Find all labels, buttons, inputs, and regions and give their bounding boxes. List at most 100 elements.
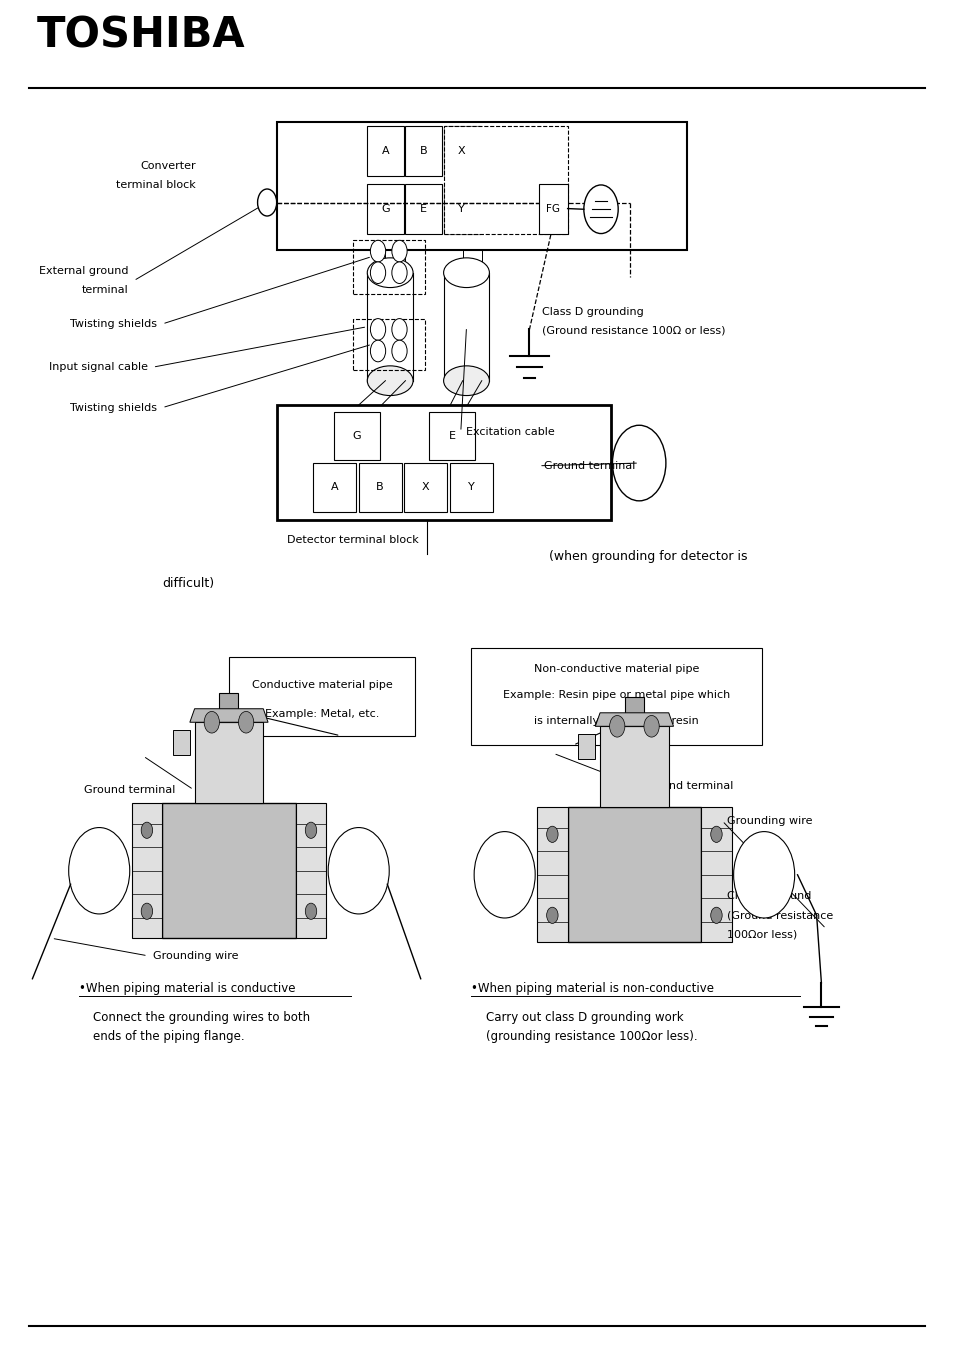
Text: Connect the grounding wires to both: Connect the grounding wires to both bbox=[93, 1011, 311, 1025]
Circle shape bbox=[710, 907, 721, 923]
Text: Input signal cable: Input signal cable bbox=[49, 362, 148, 373]
Text: Example: Metal, etc.: Example: Metal, etc. bbox=[265, 709, 378, 718]
Text: Ground terminal: Ground terminal bbox=[641, 780, 733, 791]
Circle shape bbox=[141, 903, 152, 919]
Text: Carry out class D grounding work: Carry out class D grounding work bbox=[485, 1011, 682, 1025]
Text: Y: Y bbox=[468, 482, 475, 493]
Circle shape bbox=[392, 240, 407, 262]
Text: (Ground resistance: (Ground resistance bbox=[726, 910, 832, 921]
Text: X: X bbox=[422, 482, 429, 493]
Circle shape bbox=[257, 189, 276, 216]
Bar bbox=[538, 184, 567, 234]
Text: Class D ground: Class D ground bbox=[726, 891, 810, 902]
Text: (when grounding for detector is: (when grounding for detector is bbox=[548, 549, 746, 563]
Text: G: G bbox=[352, 431, 361, 441]
Text: •When piping material is non-conductive: •When piping material is non-conductive bbox=[471, 981, 714, 995]
Text: Converter: Converter bbox=[140, 161, 195, 171]
Text: 100Ωor less): 100Ωor less) bbox=[726, 929, 797, 940]
Text: Twisting shields: Twisting shields bbox=[71, 402, 157, 413]
Text: Non-conductive material pipe: Non-conductive material pipe bbox=[534, 664, 699, 675]
Text: is internally coated with resin: is internally coated with resin bbox=[534, 716, 699, 726]
Circle shape bbox=[612, 425, 665, 501]
Bar bbox=[353, 319, 424, 370]
Circle shape bbox=[305, 903, 316, 919]
Circle shape bbox=[141, 822, 152, 838]
Text: G: G bbox=[380, 204, 390, 213]
Bar bbox=[624, 697, 643, 726]
Circle shape bbox=[238, 711, 253, 733]
Text: •When piping material is conductive: •When piping material is conductive bbox=[79, 981, 295, 995]
Text: E: E bbox=[419, 204, 427, 213]
Circle shape bbox=[204, 711, 219, 733]
Text: difficult): difficult) bbox=[162, 576, 214, 590]
Text: Y: Y bbox=[457, 204, 465, 213]
Circle shape bbox=[546, 826, 558, 842]
Circle shape bbox=[474, 832, 535, 918]
Bar bbox=[219, 693, 238, 722]
Bar bbox=[229, 657, 415, 736]
Text: External ground: External ground bbox=[39, 266, 129, 277]
Bar bbox=[405, 126, 441, 176]
Bar bbox=[405, 184, 441, 234]
Circle shape bbox=[370, 319, 385, 340]
Text: ends of the piping flange.: ends of the piping flange. bbox=[93, 1030, 245, 1044]
Bar bbox=[295, 803, 326, 938]
Text: Ground terminal: Ground terminal bbox=[84, 784, 175, 795]
Text: Ground terminal: Ground terminal bbox=[543, 460, 635, 471]
Bar bbox=[313, 463, 355, 512]
Text: Grounding wire: Grounding wire bbox=[152, 950, 238, 961]
Ellipse shape bbox=[367, 258, 413, 288]
Text: terminal block: terminal block bbox=[115, 180, 195, 190]
Circle shape bbox=[370, 240, 385, 262]
Text: Twisting shields: Twisting shields bbox=[71, 319, 157, 329]
Text: FG: FG bbox=[546, 204, 559, 213]
Circle shape bbox=[546, 907, 558, 923]
Text: A: A bbox=[381, 146, 389, 155]
Circle shape bbox=[392, 262, 407, 284]
Bar bbox=[334, 412, 379, 460]
Circle shape bbox=[583, 185, 618, 234]
Text: Class D grounding: Class D grounding bbox=[541, 306, 643, 317]
Text: (Ground resistance 100Ω or less): (Ground resistance 100Ω or less) bbox=[541, 325, 724, 336]
Text: Excitation cable: Excitation cable bbox=[465, 427, 554, 437]
Bar bbox=[567, 807, 700, 942]
Bar bbox=[700, 807, 731, 942]
Bar bbox=[450, 463, 493, 512]
Bar bbox=[404, 463, 447, 512]
Ellipse shape bbox=[443, 366, 489, 396]
Bar bbox=[358, 463, 401, 512]
Ellipse shape bbox=[443, 258, 489, 288]
Bar bbox=[443, 126, 567, 234]
Circle shape bbox=[370, 340, 385, 362]
Text: A: A bbox=[331, 482, 337, 493]
Circle shape bbox=[733, 832, 794, 918]
Polygon shape bbox=[595, 713, 673, 726]
Polygon shape bbox=[190, 709, 268, 722]
Text: E: E bbox=[448, 431, 456, 441]
Bar bbox=[132, 803, 162, 938]
Text: Grounding wire: Grounding wire bbox=[726, 815, 812, 826]
Text: Detector terminal block: Detector terminal block bbox=[287, 535, 418, 545]
Circle shape bbox=[392, 340, 407, 362]
Bar bbox=[162, 803, 295, 938]
Text: X: X bbox=[457, 146, 465, 155]
Text: B: B bbox=[376, 482, 383, 493]
Bar bbox=[353, 240, 424, 294]
Circle shape bbox=[328, 828, 389, 914]
Circle shape bbox=[370, 262, 385, 284]
Bar bbox=[599, 726, 668, 807]
Bar bbox=[578, 734, 595, 759]
Bar bbox=[443, 126, 479, 176]
Text: (grounding resistance 100Ωor less).: (grounding resistance 100Ωor less). bbox=[485, 1030, 697, 1044]
Circle shape bbox=[305, 822, 316, 838]
Text: Example: Resin pipe or metal pipe which: Example: Resin pipe or metal pipe which bbox=[502, 690, 730, 699]
Bar bbox=[367, 184, 403, 234]
Text: B: B bbox=[419, 146, 427, 155]
Circle shape bbox=[710, 826, 721, 842]
Bar bbox=[194, 722, 263, 803]
Circle shape bbox=[392, 319, 407, 340]
Circle shape bbox=[643, 716, 659, 737]
Bar bbox=[443, 184, 479, 234]
Circle shape bbox=[69, 828, 130, 914]
Bar bbox=[367, 126, 403, 176]
